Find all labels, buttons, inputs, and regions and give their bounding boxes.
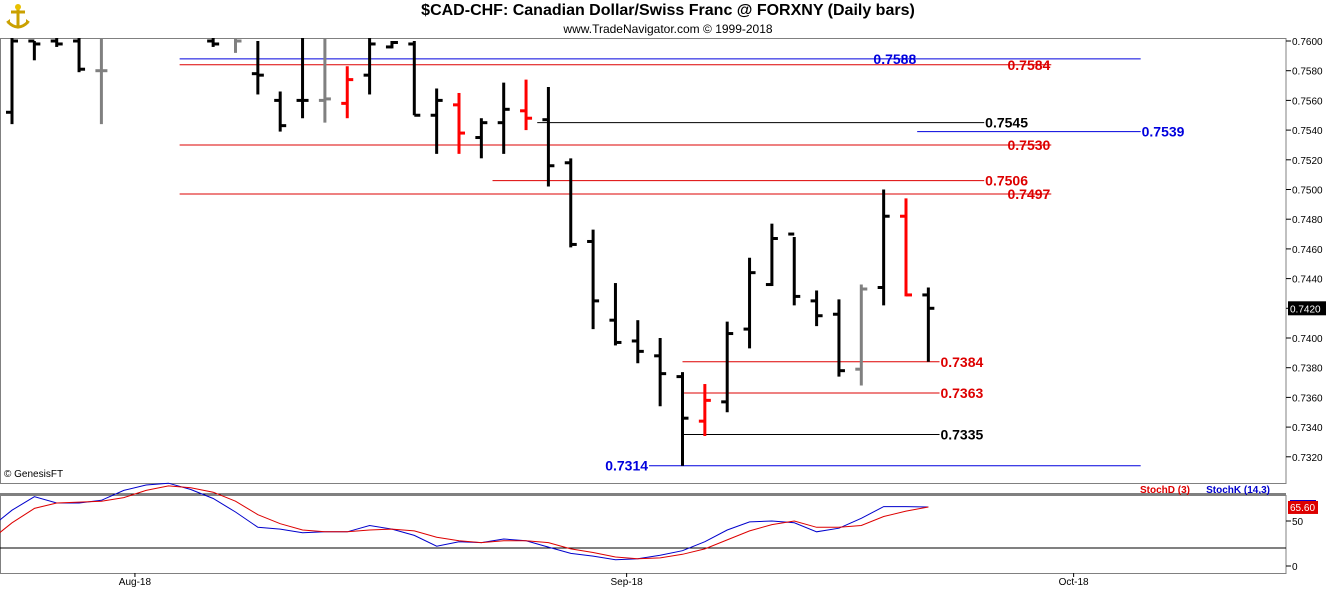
date-tick-label: Sep-18: [611, 577, 644, 588]
level-label-0.7539: 0.7539: [1142, 124, 1185, 140]
price-tick-label: 0.7480: [1292, 215, 1323, 226]
ohlc-bar: [385, 40, 398, 49]
price-tick-label: 0.7340: [1292, 423, 1323, 434]
price-tick-label: 0.7520: [1292, 156, 1323, 167]
chart-title: $CAD-CHF: Canadian Dollar/Swiss Franc @ …: [421, 2, 915, 19]
ohlc-bar: [609, 283, 622, 346]
price-tick-label: 0.7540: [1292, 126, 1323, 137]
ohlc-bar: [6, 38, 18, 125]
ohlc-bar: [475, 118, 488, 159]
ohlc-bar: [430, 88, 443, 154]
stoch-series-line: [0, 485, 929, 560]
ohlc-bar: [631, 320, 644, 364]
ohlc-bar: [788, 232, 801, 306]
ohlc-bar: [73, 38, 86, 73]
stoch-legend-entry: StochK (14,3): [1206, 485, 1270, 496]
level-label-0.7530: 0.7530: [1008, 137, 1051, 153]
ohlc-bar: [453, 92, 465, 154]
ohlc-bar: [341, 66, 354, 119]
ohlc-bar: [676, 372, 689, 466]
level-label-0.7363: 0.7363: [940, 385, 983, 401]
ohlc-bar: [251, 41, 264, 95]
ohlc-bar: [721, 321, 734, 413]
ohlc-bar: [765, 223, 778, 287]
last-price-label: 0.7420: [1290, 304, 1321, 315]
price-tick-label: 0.7500: [1292, 186, 1323, 197]
level-label-0.7588: 0.7588: [873, 51, 916, 67]
ohlc-bar: [855, 284, 868, 386]
ohlc-bar: [28, 39, 41, 61]
ohlc-bar: [234, 38, 242, 53]
stoch-tick-label: 50: [1292, 517, 1304, 528]
ohlc-bar: [922, 287, 935, 362]
ohlc-bar: [832, 299, 845, 377]
price-tick-label: 0.7440: [1292, 275, 1323, 286]
ohlc-bar: [564, 158, 577, 248]
chart-frames: [0, 38, 1287, 574]
stoch-tick-label: 0: [1292, 562, 1298, 573]
stochastic-panel: StochD (3) StochK (14,3): [0, 482, 1286, 561]
date-axis: Aug-18 Sep-18 Oct-18: [119, 573, 1089, 588]
stoch-last-marker: [1288, 500, 1318, 514]
ohlc-bar: [274, 91, 287, 132]
stoch-panel-frame: [0, 495, 1287, 574]
level-label-0.7584: 0.7584: [1008, 57, 1051, 73]
ohlc-bar: [520, 79, 533, 131]
price-panel-frame: [0, 38, 1287, 484]
price-tick-label: 0.7580: [1292, 67, 1323, 78]
ohlc-bar: [318, 38, 331, 123]
chart-subtitle: www.TradeNavigator.com © 1999-2018: [563, 22, 773, 36]
price-bars: [6, 38, 935, 466]
price-tick-label: 0.7560: [1292, 96, 1323, 107]
chart-header: $CAD-CHF: Canadian Dollar/Swiss Franc @ …: [0, 0, 1336, 38]
ohlc-bar: [207, 38, 220, 47]
ohlc-bar: [408, 41, 421, 117]
ohlc-bar: [877, 189, 890, 306]
ohlc-bar: [50, 38, 63, 47]
date-tick-label: Oct-18: [1059, 577, 1089, 588]
level-label-0.7545: 0.7545: [985, 115, 1028, 131]
level-label-0.7497: 0.7497: [1008, 186, 1051, 202]
level-label-0.7314: 0.7314: [605, 458, 648, 474]
price-tick-label: 0.7360: [1292, 393, 1323, 404]
ohlc-bar: [497, 82, 510, 154]
ohlc-bar: [654, 338, 667, 407]
price-tick-label: 0.7460: [1292, 245, 1323, 256]
ohlc-bar: [810, 290, 823, 327]
ohlc-bar: [95, 38, 108, 125]
date-tick-label: Aug-18: [119, 577, 152, 588]
stoch-series-line: [0, 482, 929, 561]
stoch-last-label: 65.60: [1290, 503, 1315, 514]
ohlc-bar: [587, 229, 600, 330]
ohlc-bar: [900, 198, 912, 297]
stochastic-axis: 50 0 65.60: [1286, 500, 1318, 573]
price-tick-label: 0.7380: [1292, 364, 1323, 375]
price-tick-label: 0.7400: [1292, 334, 1323, 345]
trade-navigator-logo-icon: [6, 4, 30, 29]
ohlc-bar: [296, 38, 309, 119]
ohlc-bar: [698, 384, 711, 437]
stoch-legend-entry: StochD (3): [1140, 485, 1190, 496]
ohlc-bar: [542, 87, 555, 187]
level-label-0.7335: 0.7335: [940, 427, 983, 443]
last-price-marker: [1288, 301, 1326, 316]
price-tick-label: 0.7600: [1292, 37, 1323, 48]
price-axis: 0.7600 0.7580 0.7560 0.7540 0.7520 0.7500 0.74…: [1286, 37, 1326, 464]
ohlc-bar: [743, 257, 756, 349]
level-label-0.7506: 0.7506: [985, 173, 1028, 189]
ohlc-bar: [363, 38, 376, 95]
data-copyright: © GenesisFT: [4, 469, 64, 480]
price-tick-label: 0.7320: [1292, 453, 1323, 464]
level-label-0.7384: 0.7384: [940, 354, 983, 370]
